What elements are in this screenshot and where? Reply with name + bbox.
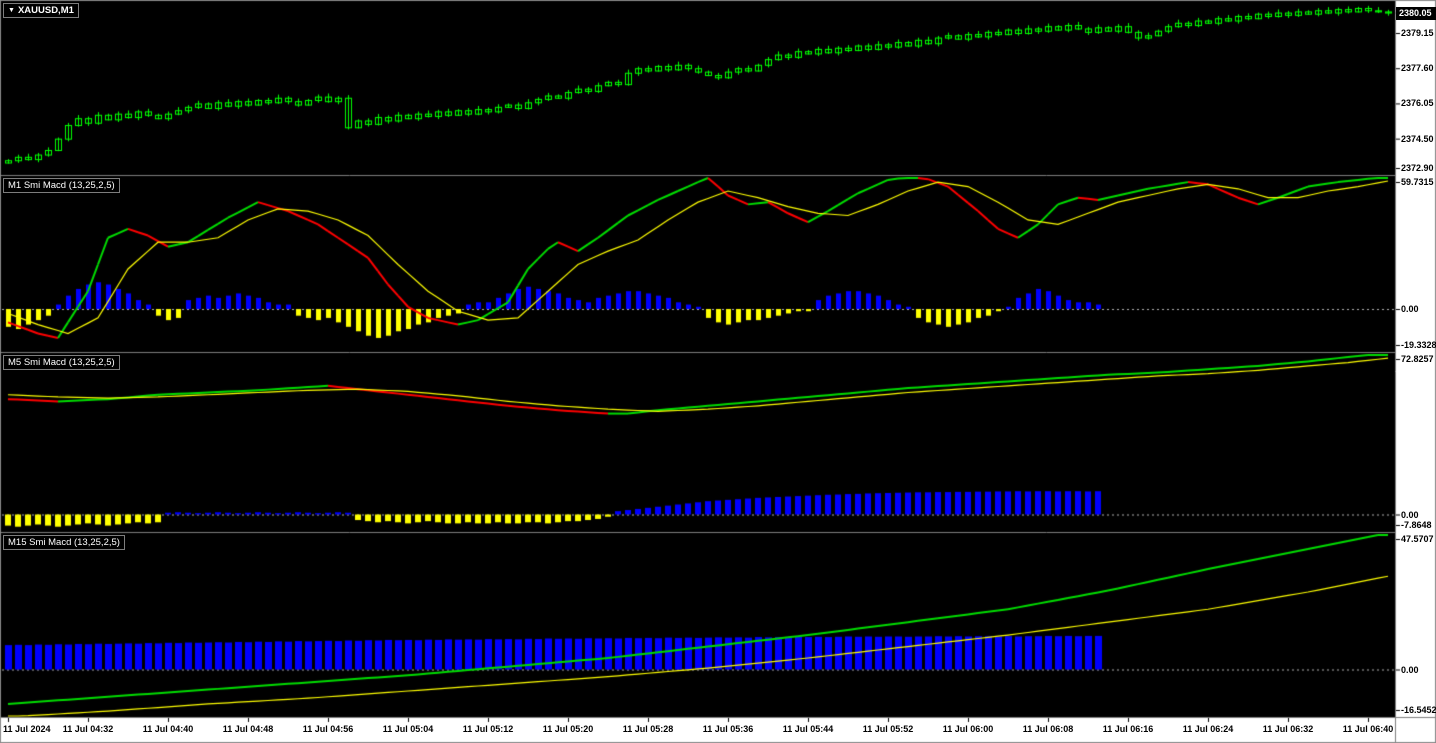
time-axis-label: 11 Jul 05:44: [782, 724, 834, 734]
symbol-tab[interactable]: ▼ XAUUSD,M1: [3, 3, 79, 18]
indicator-scale-min: -7.8648: [1401, 520, 1432, 530]
indicator-scale-max: 47.5707: [1401, 534, 1434, 544]
time-axis-label: 11 Jul 06:24: [1182, 724, 1234, 734]
price-scale-label: 2372.90: [1401, 163, 1434, 173]
time-axis-label: 11 Jul 04:32: [62, 724, 114, 734]
indicator-scale-zero: 0.00: [1401, 304, 1419, 314]
time-axis-label: 11 Jul 05:04: [382, 724, 434, 734]
indicator-title: M5 Smi Macd (13,25,2,5): [3, 355, 120, 370]
time-axis-label: 11 Jul 06:08: [1022, 724, 1074, 734]
time-axis-label: 11 Jul 06:16: [1102, 724, 1154, 734]
time-axis-label: 11 Jul 06:00: [942, 724, 994, 734]
time-axis[interactable]: 11 Jul 2024 11 Jul 04:32 11 Jul 04:40 11 Ju…: [0, 718, 1436, 743]
dropdown-arrow-icon: ▼: [8, 6, 15, 14]
time-axis-label: 11 Jul 05:36: [702, 724, 754, 734]
price-scale-label: 2376.05: [1401, 98, 1434, 109]
price-scale[interactable]: 2380.05 2379.15 2377.60 2376.05 2374.50 2372.…: [1396, 0, 1436, 718]
indicator-scale-min: -16.5452: [1401, 705, 1436, 715]
price-scale-label: 2374.50: [1401, 133, 1434, 144]
price-scale-label: 2377.60: [1401, 63, 1434, 74]
time-axis-label: 11 Jul 06:40: [1342, 724, 1394, 734]
indicator-scale-min: -19.3328: [1401, 340, 1436, 350]
time-axis-label: 11 Jul 05:28: [622, 724, 674, 734]
current-price-tag: 2380.05: [1396, 6, 1436, 20]
time-axis-label: 11 Jul 05:12: [462, 724, 514, 734]
time-axis-label: 11 Jul 05:52: [862, 724, 914, 734]
indicator-title: M1 Smi Macd (13,25,2,5): [3, 178, 120, 193]
time-axis-label: 11 Jul 04:40: [142, 724, 194, 734]
time-axis-label: 11 Jul 05:20: [542, 724, 594, 734]
indicator-scale-zero: 0.00: [1401, 509, 1419, 520]
time-axis-label: 11 Jul 04:48: [222, 724, 274, 734]
indicator-title: M15 Smi Macd (13,25,2,5): [3, 535, 125, 550]
time-axis-label: 11 Jul 2024: [3, 724, 51, 734]
price-scale-label: 2379.15: [1401, 28, 1434, 38]
time-axis-label: 11 Jul 04:56: [302, 724, 354, 734]
indicator-scale-zero: 0.00: [1401, 664, 1419, 675]
symbol-tab-label: XAUUSD,M1: [17, 5, 74, 16]
indicator-scale-max: 72.8257: [1401, 354, 1434, 364]
time-axis-label: 11 Jul 06:32: [1262, 724, 1314, 734]
indicator-scale-max: 59.7315: [1401, 177, 1434, 187]
